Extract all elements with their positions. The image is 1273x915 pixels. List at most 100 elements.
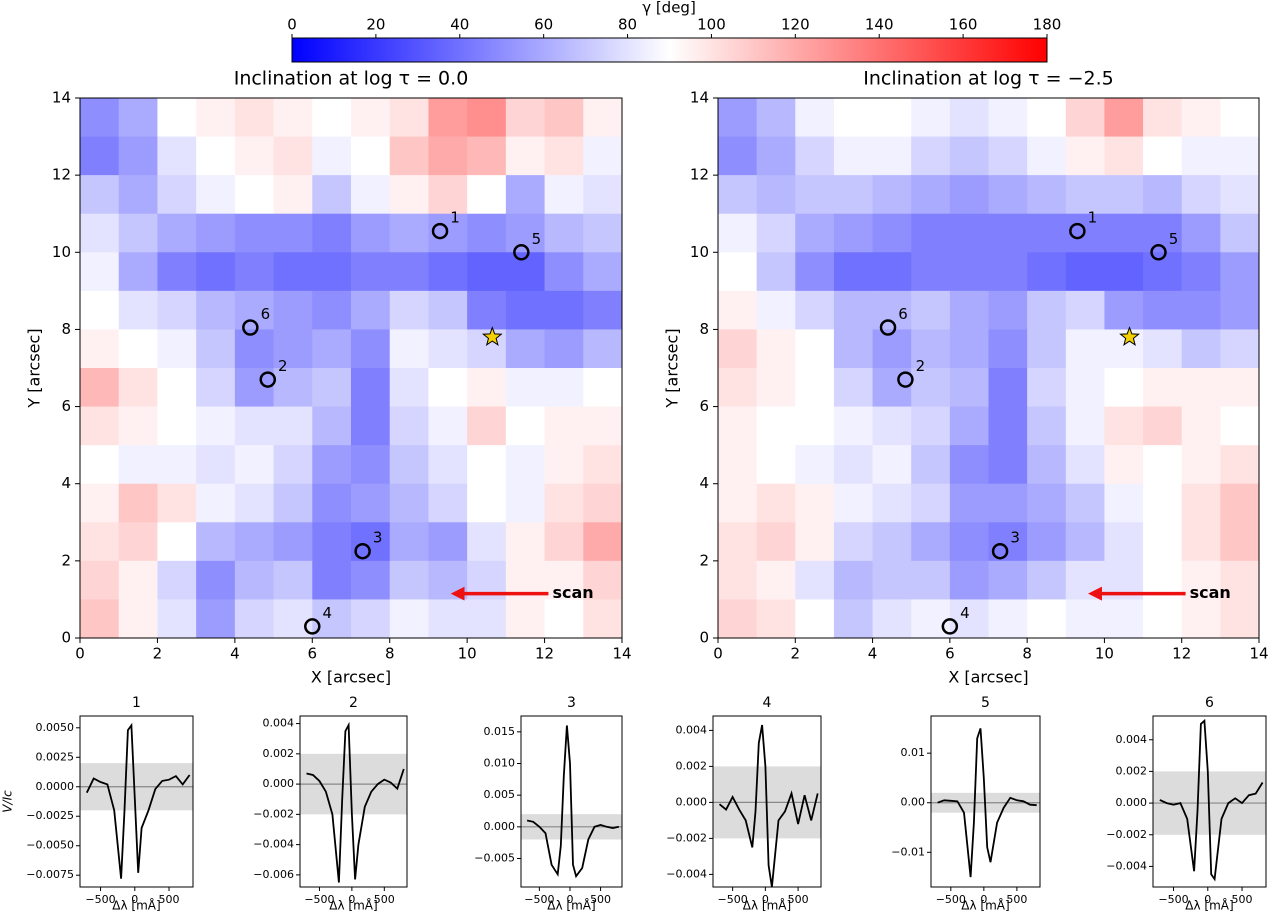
heatmap-cell	[196, 98, 236, 138]
y-tick-label: 0.004	[1116, 733, 1148, 746]
y-tick-label: 0.000	[263, 777, 295, 790]
heatmap-cell	[80, 98, 120, 138]
x-tick-label: −500	[524, 893, 554, 906]
heatmap-cell	[544, 522, 584, 562]
heatmap-cell	[911, 368, 951, 408]
heatmap-cell	[273, 406, 313, 446]
plot-title: 1	[132, 695, 141, 711]
heatmap-cell	[1104, 599, 1144, 639]
scan-label: scan	[552, 583, 593, 602]
x-tick-label: 0	[566, 893, 573, 906]
y-tick-label: 0	[61, 629, 71, 647]
heatmap-cell	[118, 329, 158, 369]
heatmap-cell	[428, 252, 468, 292]
heatmap-cell	[1181, 599, 1221, 639]
heatmap-cell	[1220, 522, 1260, 562]
heatmap-cell	[872, 252, 912, 292]
heatmap-cell	[718, 560, 758, 600]
heatmap-cell	[872, 483, 912, 523]
heatmap-cell	[872, 213, 912, 253]
heatmap-cell	[1143, 483, 1183, 523]
heatmap-cell	[1065, 175, 1105, 215]
heatmap-cell	[795, 445, 835, 485]
axes-frame	[79, 97, 623, 639]
heatmap-cell	[1027, 522, 1067, 562]
profile-line	[526, 725, 620, 879]
heatmap-cell	[911, 483, 951, 523]
heatmap-cell	[273, 252, 313, 292]
marker-label: 3	[373, 529, 383, 547]
x-axis-label: X [arcsec]	[311, 668, 391, 687]
heatmap-cell	[911, 213, 951, 253]
heatmap-cell	[1104, 368, 1144, 408]
y-tick-label: −0.0050	[26, 839, 74, 852]
heatmap-cell	[1181, 329, 1221, 369]
heatmap-cell	[80, 599, 120, 639]
heatmap-cell	[505, 406, 546, 446]
y-tick-label: 2	[699, 551, 709, 569]
marker-label: 3	[1010, 529, 1020, 547]
heatmap-cell	[80, 136, 120, 176]
heatmap-cell	[544, 599, 584, 639]
axes-frame	[79, 715, 194, 888]
heatmap-cell	[118, 175, 158, 215]
marker-circle	[513, 244, 530, 261]
heatmap-cell	[949, 175, 989, 215]
x-tick-label: 8	[385, 645, 395, 663]
heatmap-cell	[1181, 445, 1221, 485]
heatmap-cell	[312, 175, 352, 215]
y-tick-label: 14	[52, 89, 71, 107]
y-tick-label: 2	[61, 551, 71, 569]
heatmap-cell	[467, 445, 507, 485]
heatmap-cell	[1027, 329, 1067, 369]
heatmap-cell	[1104, 175, 1144, 215]
heatmap-cell	[833, 368, 874, 408]
heatmap-cell	[312, 522, 352, 562]
heatmap-cell	[795, 98, 835, 138]
heatmap-cell	[756, 290, 796, 330]
marker-label: 4	[960, 604, 970, 622]
heatmap-cell	[795, 599, 835, 639]
heatmap-cell	[911, 98, 951, 138]
heatmap-cell	[718, 290, 758, 330]
colorbar-tick-label: 40	[450, 16, 469, 34]
heatmap-cell	[157, 483, 197, 523]
heatmap-cell	[795, 136, 835, 176]
heatmap-cell	[795, 213, 835, 253]
y-tick-label: 0	[699, 629, 709, 647]
heatmap-cell	[1027, 213, 1067, 253]
star-marker	[1119, 326, 1140, 346]
x-tick-label: 0	[980, 893, 987, 906]
colorbar-label: γ [deg]	[642, 0, 696, 17]
heatmap-cell	[911, 175, 951, 215]
y-tick-label: −0.002	[666, 831, 707, 844]
profile-line	[85, 722, 191, 879]
heatmap-cell	[273, 136, 313, 176]
heatmap-cell	[157, 599, 197, 639]
heatmap-cell	[718, 175, 758, 215]
heatmap-cell	[583, 445, 623, 485]
heatmap-cell	[949, 98, 989, 138]
heatmap-cell	[795, 522, 835, 562]
heatmap-cell	[872, 175, 912, 215]
heatmap-cell	[833, 290, 874, 330]
colorbar-tick-label: 80	[618, 16, 637, 34]
heatmap-cell	[1220, 98, 1260, 138]
heatmap-cell	[718, 252, 758, 292]
heatmap-cell	[1065, 445, 1105, 485]
y-tick-label: −0.004	[1106, 859, 1147, 872]
heatmap-cell	[118, 522, 158, 562]
colorbar-tick-label: 20	[366, 16, 385, 34]
marker-label: 5	[1169, 230, 1179, 248]
heatmap-cell	[833, 98, 874, 138]
heatmap-cell	[1027, 252, 1067, 292]
heatmap-cell	[718, 136, 758, 176]
colorbar-tick-label: 180	[1033, 16, 1062, 34]
heatmap-cell	[756, 368, 796, 408]
y-tick-label: 0.0050	[36, 721, 75, 734]
y-tick-label: −0.002	[1106, 828, 1147, 841]
heatmap-cell	[718, 522, 758, 562]
heatmap-cell	[273, 368, 313, 408]
heatmap-cell	[1220, 368, 1260, 408]
heatmap-cell	[118, 368, 158, 408]
